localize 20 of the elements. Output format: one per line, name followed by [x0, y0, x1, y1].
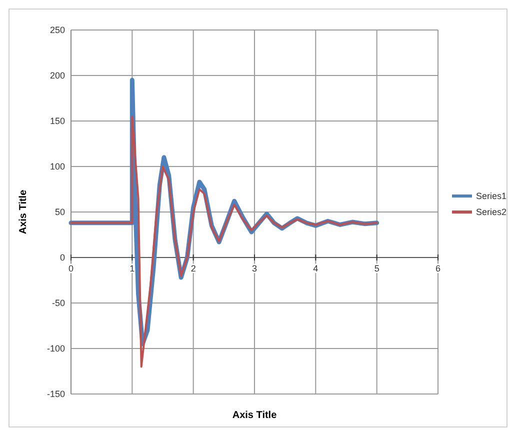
y-tick-label: -50 [52, 298, 65, 308]
y-tick-label: -150 [46, 389, 65, 399]
line-series [70, 115, 378, 368]
x-tick-label: 1 [130, 264, 135, 274]
x-tick-label: 3 [252, 264, 258, 274]
legend-label: Series2 [476, 207, 507, 217]
y-tick-label: 100 [50, 162, 65, 172]
x-axis-title: Axis Title [232, 410, 278, 421]
y-axis-title: Axis Title [18, 189, 29, 234]
x-tick-label: 5 [374, 264, 380, 274]
y-tick-label: -100 [46, 344, 65, 354]
y-tick-label: 250 [50, 25, 65, 35]
x-tick-label: 4 [313, 264, 318, 274]
x-tick-label: 2 [190, 264, 196, 274]
legend-label: Series1 [476, 191, 507, 201]
y-tick-label: 50 [54, 207, 65, 217]
y-tick-label: 200 [50, 70, 65, 80]
y-tick-label: 0 [60, 252, 65, 262]
x-tick-label: 6 [435, 264, 441, 274]
y-tick-label: 150 [50, 116, 65, 126]
